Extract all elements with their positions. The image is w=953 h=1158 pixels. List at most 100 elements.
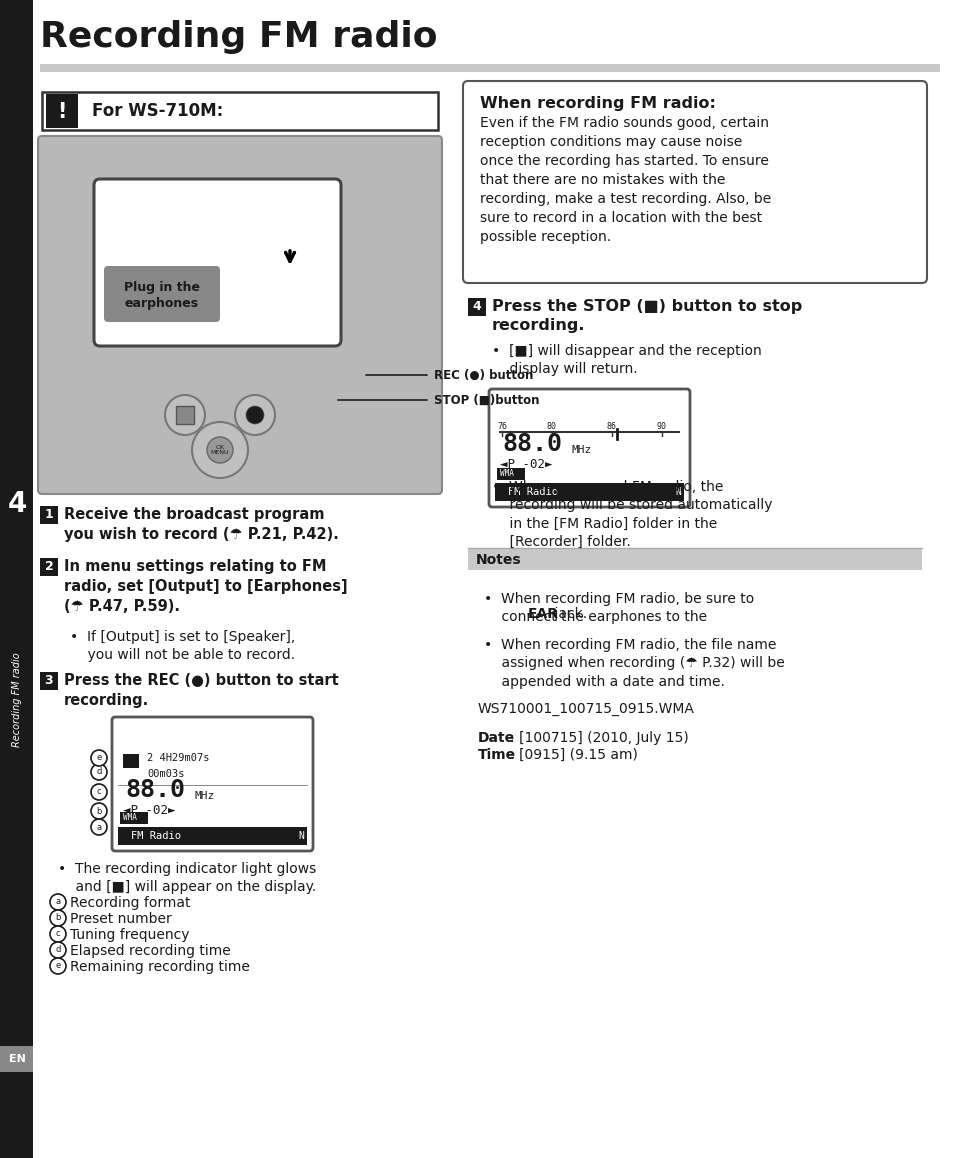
Text: Plug in the
earphones: Plug in the earphones: [124, 280, 200, 309]
Text: b: b: [96, 806, 102, 815]
Text: STOP (■)button: STOP (■)button: [434, 394, 539, 406]
Text: Press the REC (●) button to start
recording.: Press the REC (●) button to start record…: [64, 673, 338, 708]
Text: EAR: EAR: [527, 607, 558, 621]
Text: •  [■] will disappear and the reception
    display will return.: • [■] will disappear and the reception d…: [492, 344, 760, 376]
Text: Remaining recording time: Remaining recording time: [70, 960, 250, 974]
Text: a: a: [55, 897, 60, 907]
Circle shape: [91, 764, 107, 780]
Text: 2: 2: [45, 560, 53, 573]
Text: 76: 76: [497, 422, 506, 431]
Text: ◄P -02►: ◄P -02►: [123, 804, 175, 816]
Text: •  The recording indicator light glows
    and [■] will appear on the display.: • The recording indicator light glows an…: [58, 862, 315, 894]
Text: 88.0: 88.0: [125, 778, 185, 802]
Circle shape: [234, 395, 274, 435]
Text: 1: 1: [45, 508, 53, 521]
FancyBboxPatch shape: [112, 717, 313, 851]
Text: WMA: WMA: [499, 469, 514, 478]
Text: c: c: [55, 930, 60, 938]
Bar: [120, 812, 148, 824]
Circle shape: [91, 784, 107, 800]
Text: REC (●) button: REC (●) button: [434, 368, 533, 381]
FancyBboxPatch shape: [462, 81, 926, 283]
Text: 2 4H29m07s: 2 4H29m07s: [147, 753, 210, 763]
Circle shape: [246, 406, 264, 424]
Text: •  When recording FM radio, be sure to
    connect the earphones to the: • When recording FM radio, be sure to co…: [483, 592, 754, 624]
Text: WMA: WMA: [123, 814, 136, 822]
Circle shape: [91, 750, 107, 765]
Bar: [0, 1046, 33, 1072]
Text: e: e: [55, 961, 61, 970]
Bar: [123, 754, 139, 768]
Text: Preset number: Preset number: [70, 913, 172, 926]
Text: a: a: [96, 822, 101, 831]
Text: 4: 4: [8, 490, 27, 518]
Circle shape: [91, 802, 107, 819]
FancyBboxPatch shape: [42, 91, 437, 130]
Text: b: b: [55, 914, 61, 923]
Text: Elapsed recording time: Elapsed recording time: [70, 944, 231, 958]
Text: 86: 86: [606, 422, 617, 431]
Text: c: c: [96, 787, 101, 797]
Text: jack.: jack.: [549, 607, 586, 621]
Bar: [497, 468, 524, 481]
Text: : [0915] (9.15 am): : [0915] (9.15 am): [510, 748, 638, 762]
Text: Tuning frequency: Tuning frequency: [70, 928, 190, 941]
Text: FM Radio: FM Radio: [507, 488, 558, 497]
Text: Recording format: Recording format: [70, 896, 191, 910]
Circle shape: [50, 958, 66, 974]
Text: When recording FM radio:: When recording FM radio:: [479, 96, 715, 111]
Bar: [118, 827, 307, 845]
FancyBboxPatch shape: [104, 266, 220, 322]
Text: N: N: [675, 488, 680, 497]
Text: OK
MENU: OK MENU: [211, 445, 229, 455]
Bar: [175, 406, 193, 424]
Text: •  When recording FM radio, the file name
    assigned when recording (☂ P.32) w: • When recording FM radio, the file name…: [483, 638, 784, 689]
Text: d: d: [96, 768, 102, 777]
Text: N: N: [297, 831, 304, 841]
Text: 46: 46: [4, 1126, 30, 1144]
FancyBboxPatch shape: [489, 389, 689, 507]
Text: MHz: MHz: [572, 445, 592, 455]
Text: Recording FM radio: Recording FM radio: [40, 20, 437, 54]
Text: Press the STOP (■) button to stop
recording.: Press the STOP (■) button to stop record…: [492, 299, 801, 334]
Text: 90: 90: [657, 422, 666, 431]
Circle shape: [50, 941, 66, 958]
Text: For WS-710M:: For WS-710M:: [91, 102, 223, 120]
Circle shape: [207, 437, 233, 463]
Text: WS710001_100715_0915.WMA: WS710001_100715_0915.WMA: [477, 702, 694, 716]
Circle shape: [165, 395, 205, 435]
Text: d: d: [55, 945, 61, 954]
Bar: [40, 558, 58, 576]
Text: 80: 80: [546, 422, 557, 431]
Bar: [40, 506, 58, 525]
Bar: [46, 94, 78, 129]
Bar: [468, 298, 485, 316]
Circle shape: [192, 422, 248, 478]
Bar: [40, 672, 58, 690]
Text: 00m03s: 00m03s: [147, 769, 184, 779]
Text: In menu settings relating to FM
radio, set [Output] to [Earphones]
(☂ P.47, P.59: In menu settings relating to FM radio, s…: [64, 559, 347, 614]
Text: e: e: [96, 754, 102, 762]
Text: 88.0: 88.0: [501, 432, 561, 456]
Text: 3: 3: [45, 674, 53, 688]
Circle shape: [91, 819, 107, 835]
Text: Time: Time: [477, 748, 516, 762]
Circle shape: [50, 926, 66, 941]
Bar: [0, 476, 33, 530]
Text: Date: Date: [477, 731, 515, 745]
Text: •  If [Output] is set to [Speaker],
    you will not be able to record.: • If [Output] is set to [Speaker], you w…: [70, 630, 294, 662]
Text: EN: EN: [9, 1054, 26, 1064]
Text: ◄P -02►: ◄P -02►: [499, 457, 552, 470]
Bar: [0, 0, 33, 1158]
Text: Recording FM radio: Recording FM radio: [12, 653, 22, 747]
Bar: [495, 483, 683, 501]
Text: Notes: Notes: [476, 554, 521, 567]
Text: Receive the broadcast program
you wish to record (☂ P.21, P.42).: Receive the broadcast program you wish t…: [64, 507, 338, 542]
Text: •  When you record FM radio, the
    recording will be stored automatically
    : • When you record FM radio, the recordin…: [492, 481, 772, 549]
Bar: [468, 548, 921, 570]
Text: FM Radio: FM Radio: [131, 831, 181, 841]
Text: : [100715] (2010, July 15): : [100715] (2010, July 15): [510, 731, 688, 745]
Text: 4: 4: [472, 300, 481, 314]
FancyBboxPatch shape: [94, 179, 340, 346]
Bar: [40, 64, 939, 72]
